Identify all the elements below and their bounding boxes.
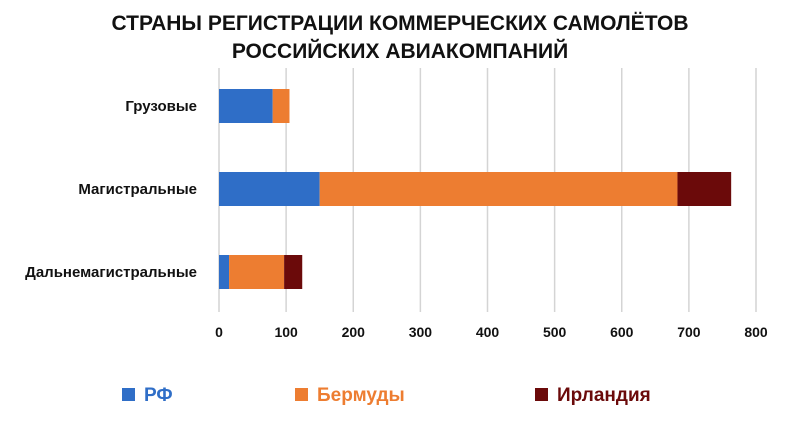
x-tick-label: 600 [610,324,634,340]
bar-segment [219,172,320,206]
legend: РФ Бермуды Ирландия [122,385,651,406]
bar-segment [319,172,678,206]
category-labels: Грузовые Магистральные Дальнемагистральные [25,98,197,281]
chart-title-line-1: СТРАНЫ РЕГИСТРАЦИИ КОММЕРЧЕСКИХ САМОЛЁТО… [111,12,688,35]
bar-segment [229,255,285,289]
legend-label: Ирландия [557,385,651,406]
bar-segment [219,89,273,123]
legend-swatch [295,388,308,401]
legend-label: РФ [144,385,173,406]
x-tick-labels: 0 100 200 300 400 500 600 700 800 [215,324,768,340]
category-label: Грузовые [125,98,197,115]
bars [219,89,732,289]
legend-label: Бермуды [317,385,405,406]
x-tick-label: 500 [543,324,567,340]
x-tick-label: 400 [476,324,500,340]
legend-swatch [122,388,135,401]
chart-title-line-2: РОССИЙСКИХ АВИАКОМПАНИЙ [232,39,568,63]
x-tick-label: 100 [274,324,298,340]
x-tick-label: 800 [744,324,768,340]
bar-segment [284,255,303,289]
x-tick-label: 700 [677,324,701,340]
bar-segment [677,172,732,206]
x-tick-label: 200 [342,324,366,340]
bar-segment [219,255,230,289]
x-tick-label: 0 [215,324,223,340]
bar-segment [272,89,290,123]
category-label: Дальнемагистральные [25,264,197,281]
category-label: Магистральные [78,181,197,198]
legend-swatch [535,388,548,401]
x-tick-label: 300 [409,324,433,340]
